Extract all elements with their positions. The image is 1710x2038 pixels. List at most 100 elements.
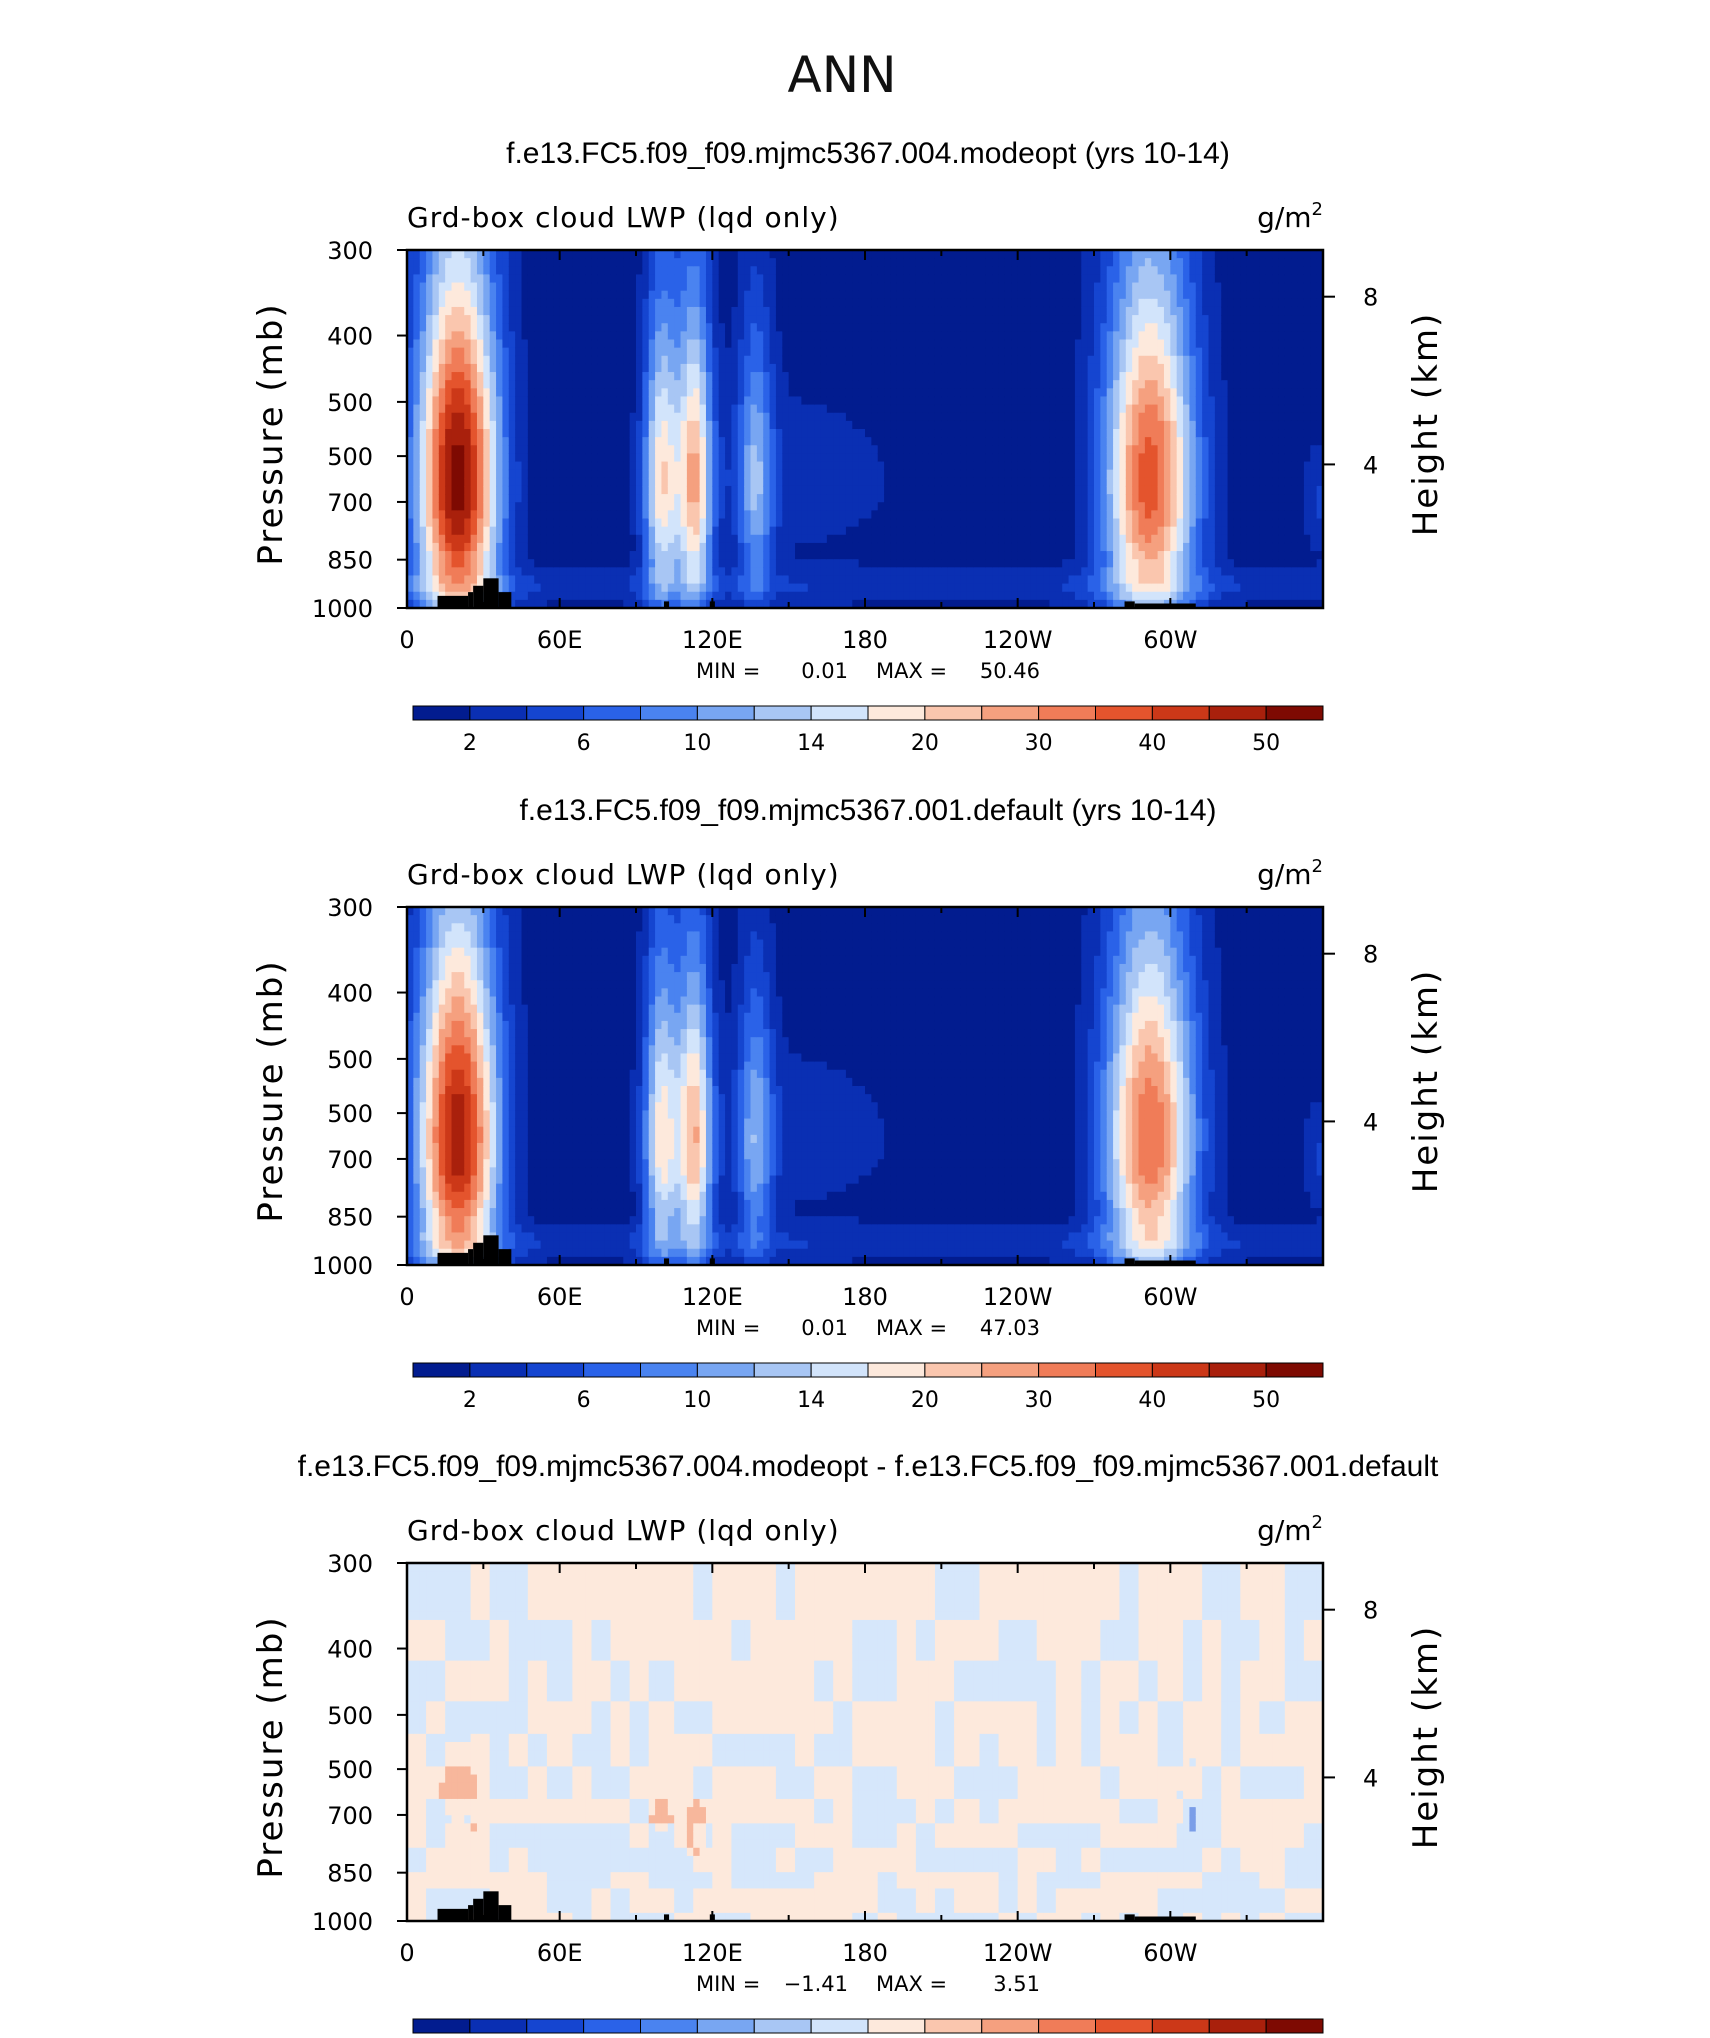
heatmap-cell	[578, 551, 586, 560]
heatmap-cell	[845, 388, 853, 398]
heatmap-cell	[496, 266, 504, 276]
heatmap-cell	[744, 250, 752, 259]
heatmap-cell	[725, 542, 733, 552]
heatmap-cell	[604, 331, 612, 341]
heatmap-cell	[591, 583, 599, 593]
heatmap-cell	[820, 420, 828, 430]
heatmap-cell	[915, 567, 923, 577]
heatmap-cell	[502, 396, 510, 406]
heatmap-cell	[521, 534, 529, 544]
heatmap-cell	[915, 420, 923, 430]
heatmap-cell	[820, 250, 828, 259]
heatmap-cell	[750, 494, 758, 503]
heatmap-cell	[852, 599, 860, 609]
heatmap-cell	[992, 315, 1000, 324]
heatmap-cell	[680, 306, 688, 316]
heatmap-cell	[661, 485, 669, 495]
heatmap-cell	[725, 583, 733, 593]
heatmap-cell	[915, 315, 923, 324]
heatmap-cell	[1074, 599, 1082, 609]
heatmap-cell	[699, 429, 707, 438]
heatmap-cell	[534, 502, 542, 511]
heatmap-cell	[858, 266, 866, 276]
heatmap-cell	[572, 502, 580, 511]
heatmap-cell	[1036, 388, 1044, 398]
heatmap-cell	[502, 534, 510, 544]
heatmap-cell	[623, 453, 631, 463]
heatmap-cell	[464, 315, 472, 324]
heatmap-cell	[451, 542, 459, 552]
heatmap-cell	[1106, 567, 1114, 577]
heatmap-cell	[451, 266, 459, 276]
heatmap-cell	[820, 298, 828, 308]
heatmap-cell	[718, 306, 726, 316]
heatmap-cell	[845, 355, 853, 365]
heatmap-cell	[966, 518, 974, 528]
heatmap-cell	[610, 559, 618, 568]
heatmap-cell	[756, 282, 764, 292]
heatmap-cell	[795, 494, 802, 503]
heatmap-cell	[1125, 290, 1133, 300]
heatmap-cell	[985, 274, 993, 284]
heatmap-cell	[566, 306, 573, 316]
heatmap-cell	[489, 315, 497, 324]
heatmap-cell	[1074, 363, 1082, 373]
heatmap-cell	[572, 339, 580, 349]
heatmap-cell	[845, 380, 853, 389]
heatmap-cell	[985, 518, 993, 528]
heatmap-cell	[922, 420, 930, 430]
heatmap-cell	[801, 575, 809, 585]
heatmap-cell	[1024, 339, 1031, 349]
heatmap-cell	[610, 583, 618, 593]
heatmap-cell	[419, 306, 427, 316]
heatmap-cell	[966, 298, 974, 308]
heatmap-cell	[845, 551, 853, 560]
heatmap-cell	[699, 331, 707, 341]
heatmap-cell	[642, 567, 650, 577]
heatmap-cell	[826, 437, 834, 446]
heatmap-cell	[712, 469, 720, 479]
heatmap-cell	[597, 355, 605, 365]
heatmap-cell	[585, 599, 593, 609]
heatmap-cell	[833, 396, 841, 406]
heatmap-cell	[896, 469, 904, 479]
heatmap-cell	[578, 534, 586, 544]
heatmap-cell	[934, 250, 942, 259]
heatmap-cell	[795, 599, 802, 609]
heatmap-cell	[1119, 306, 1127, 316]
heatmap-cell	[470, 542, 478, 552]
heatmap-cell	[693, 380, 701, 389]
heatmap-cell	[1004, 323, 1012, 332]
heatmap-cell	[814, 502, 822, 511]
heatmap-cell	[693, 250, 701, 259]
heatmap-cell	[591, 372, 599, 381]
heatmap-cell	[451, 477, 459, 487]
heatmap-cell	[546, 542, 554, 552]
heatmap-cell	[578, 510, 586, 520]
heatmap-cell	[1100, 347, 1108, 357]
heatmap-cell	[1036, 526, 1044, 536]
heatmap-cell	[807, 258, 815, 267]
heatmap-cell	[1094, 412, 1101, 422]
heatmap-cell	[572, 420, 580, 430]
heatmap-cell	[610, 306, 618, 316]
heatmap-cell	[546, 518, 554, 528]
heatmap-cell	[934, 494, 942, 503]
heatmap-cell	[731, 477, 739, 487]
heatmap-cell	[527, 591, 535, 601]
heatmap-cell	[820, 437, 828, 446]
heatmap-cell	[858, 372, 866, 381]
heatmap-cell	[1113, 347, 1121, 357]
heatmap-cell	[731, 591, 739, 601]
heatmap-cell	[457, 559, 465, 568]
heatmap-cell	[979, 363, 987, 373]
heatmap-cell	[979, 518, 987, 528]
heatmap-cell	[833, 404, 841, 414]
heatmap-cell	[578, 575, 586, 585]
heatmap-cell	[820, 469, 828, 479]
heatmap-cell	[432, 437, 440, 446]
heatmap-cell	[680, 510, 688, 520]
heatmap-cell	[445, 290, 453, 300]
heatmap-cell	[438, 363, 446, 373]
heatmap-cell	[496, 412, 504, 422]
